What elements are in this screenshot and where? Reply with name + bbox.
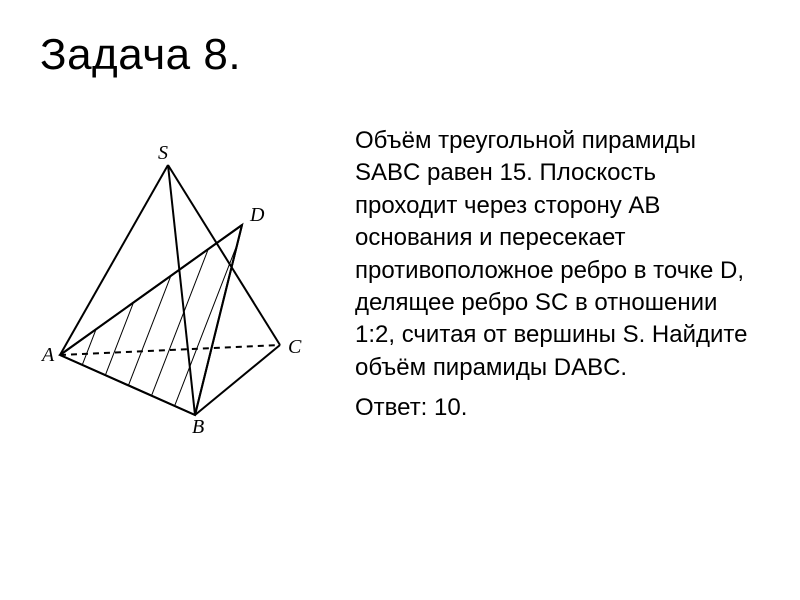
pyramid-diagram: S A B C D [40,145,320,435]
svg-text:D: D [249,204,265,226]
svg-text:S: S [158,145,168,164]
svg-text:B: B [192,416,204,435]
slide: Задача 8. S A B C D Объём треугольной пирами… [0,0,800,455]
pyramid-figure: S A B C D [40,145,320,435]
problem-title: Задача 8. [40,30,760,80]
content-row: S A B C D Объём треугольной пирамиды SABC ра… [40,125,760,435]
answer-text: Ответ: 10. [355,392,760,424]
problem-text: Объём треугольной пирамиды SABC равен 15… [355,125,760,384]
svg-text:C: C [288,336,302,358]
text-block: Объём треугольной пирамиды SABC равен 15… [355,125,760,425]
svg-text:A: A [40,344,55,366]
